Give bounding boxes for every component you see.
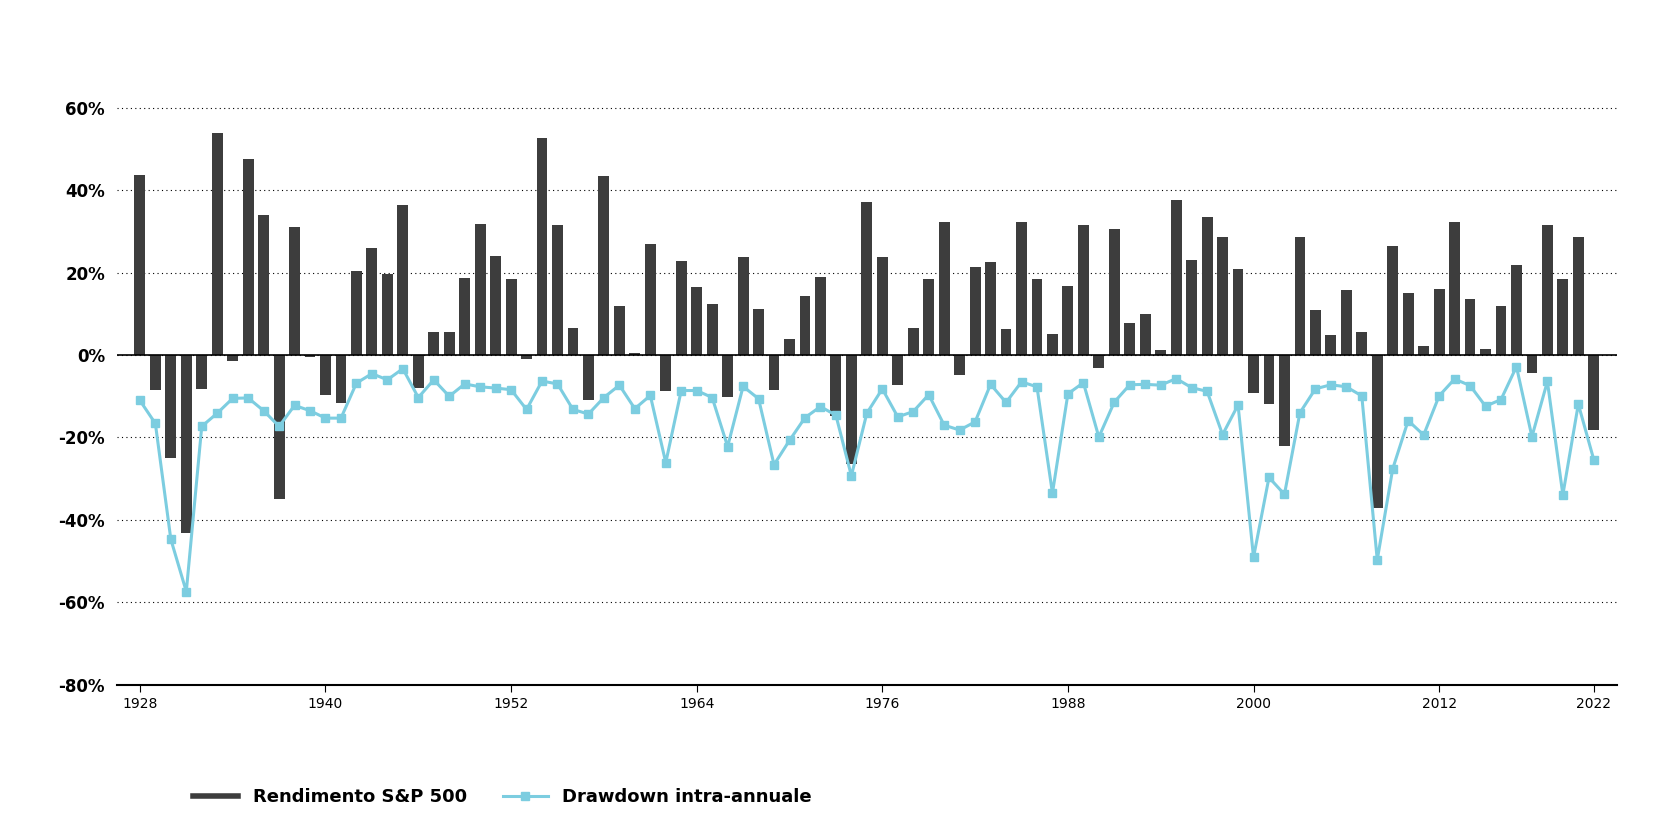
Bar <box>197 355 207 389</box>
Bar <box>645 245 655 355</box>
Bar <box>630 353 640 355</box>
Bar <box>738 256 748 355</box>
Bar <box>1589 355 1599 430</box>
Bar <box>428 331 438 355</box>
Bar <box>1202 217 1212 355</box>
Bar <box>522 355 532 359</box>
Bar <box>1434 289 1445 355</box>
Bar <box>288 227 300 355</box>
Bar <box>1124 323 1135 355</box>
Bar <box>1574 237 1584 355</box>
Bar <box>1155 350 1167 355</box>
Bar <box>1372 355 1382 508</box>
Bar <box>1527 355 1537 373</box>
Bar <box>800 296 810 355</box>
Bar <box>273 355 285 499</box>
Bar <box>475 225 485 355</box>
Bar <box>768 355 780 390</box>
Bar <box>1310 310 1320 355</box>
Bar <box>970 267 980 355</box>
Bar <box>1542 225 1552 355</box>
Bar <box>909 328 919 355</box>
Bar <box>1079 225 1089 355</box>
Bar <box>505 279 517 355</box>
Bar <box>1187 261 1197 355</box>
Bar <box>660 355 672 391</box>
Bar <box>460 277 470 355</box>
Bar <box>1340 290 1352 355</box>
Bar <box>382 274 393 355</box>
Bar <box>1264 355 1274 404</box>
Bar <box>1465 299 1475 355</box>
Bar <box>1510 266 1522 355</box>
Bar <box>675 261 687 355</box>
Bar <box>1109 230 1120 355</box>
Bar <box>335 355 347 403</box>
Bar <box>182 355 192 534</box>
Bar <box>924 279 934 355</box>
Bar <box>135 175 145 355</box>
Bar <box>892 355 904 385</box>
Bar <box>1480 349 1490 355</box>
Bar <box>1387 246 1399 355</box>
Bar <box>1249 355 1259 392</box>
Bar <box>598 176 610 355</box>
Bar <box>258 215 268 355</box>
Bar <box>490 256 502 355</box>
Bar <box>815 277 825 355</box>
Bar <box>1232 269 1244 355</box>
Bar <box>753 309 763 355</box>
Bar <box>1325 335 1337 355</box>
Bar <box>1000 329 1012 355</box>
Bar <box>783 339 795 355</box>
Bar <box>150 355 160 390</box>
Bar <box>1047 334 1059 355</box>
Bar <box>1495 306 1507 355</box>
Bar <box>707 304 717 355</box>
Bar <box>583 355 593 400</box>
Bar <box>1357 332 1367 355</box>
Bar <box>1094 355 1104 368</box>
Bar <box>212 133 223 355</box>
Bar <box>954 355 965 375</box>
Bar <box>1140 314 1150 355</box>
Bar <box>443 332 455 355</box>
Bar <box>1032 279 1042 355</box>
Bar <box>320 355 332 396</box>
Bar <box>722 355 733 397</box>
Bar <box>939 221 950 355</box>
Bar <box>367 248 377 355</box>
Bar <box>985 262 995 355</box>
Bar <box>1449 221 1460 355</box>
Bar <box>243 159 253 355</box>
Bar <box>613 306 625 355</box>
Bar <box>877 257 889 355</box>
Bar <box>1557 279 1569 355</box>
Bar <box>552 225 563 355</box>
Bar <box>1419 347 1429 355</box>
Bar <box>1217 237 1229 355</box>
Bar <box>1017 222 1027 355</box>
Bar <box>227 355 238 361</box>
Bar <box>165 355 177 458</box>
Bar <box>862 202 872 355</box>
Bar <box>1062 286 1074 355</box>
Bar <box>692 287 702 355</box>
Bar <box>1170 200 1182 355</box>
Bar <box>1295 237 1305 355</box>
Bar <box>1402 293 1414 355</box>
Bar <box>352 271 362 355</box>
Bar <box>845 355 857 464</box>
Bar <box>397 205 408 355</box>
Bar <box>830 355 842 416</box>
Bar <box>413 355 423 388</box>
Legend: Rendimento S&P 500, Drawdown intra-annuale: Rendimento S&P 500, Drawdown intra-annua… <box>185 781 818 813</box>
Bar <box>537 139 547 355</box>
Bar <box>1279 355 1290 446</box>
Bar <box>567 328 578 355</box>
Bar <box>305 355 315 357</box>
